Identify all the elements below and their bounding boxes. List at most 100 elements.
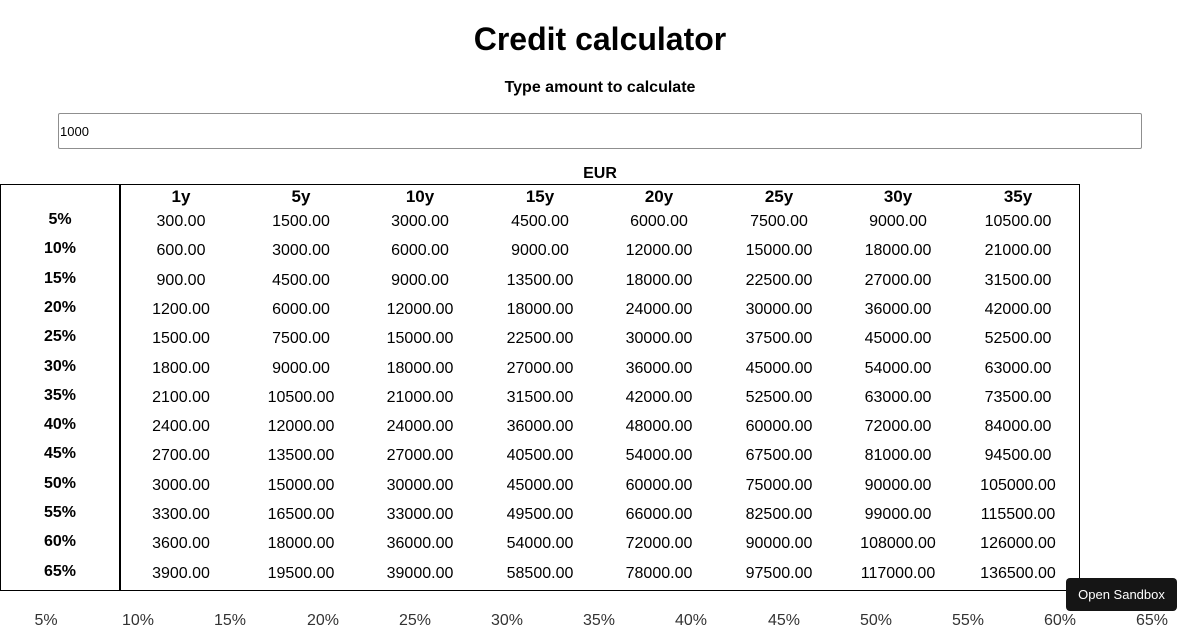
term-header: 15y	[525, 187, 555, 206]
footer-rate: 10%	[121, 612, 155, 629]
table-cell: 117000.00	[860, 565, 936, 582]
table-cell: 6000.00	[630, 213, 688, 230]
footer-rate: 25%	[398, 612, 432, 629]
footer-rate: 45%	[767, 612, 801, 629]
footer-rate: 40%	[674, 612, 708, 629]
footer-rate-list: 5% 10% 15% 20% 25% 30% 35% 40% 45% 50% 55% 60% 65%	[0, 611, 1200, 630]
table-cell: 7500.00	[750, 213, 808, 230]
table-cell: 94500.00	[984, 447, 1052, 464]
table-cell: 78000.00	[625, 565, 693, 582]
table-cell: 31500.00	[984, 272, 1052, 289]
footer-rate: 30%	[490, 612, 524, 629]
term-header: 20y	[644, 187, 674, 206]
term-header: 5y	[291, 187, 311, 206]
table-cell: 115500.00	[980, 506, 1056, 523]
table-cell: 63000.00	[864, 389, 932, 406]
table-cell: 1500.00	[272, 213, 330, 230]
table-cell: 126000.00	[980, 535, 1056, 552]
table-cell: 42000.00	[625, 389, 693, 406]
table-cell: 72000.00	[625, 535, 693, 552]
table-cell: 31500.00	[506, 389, 574, 406]
table-cell: 3900.00	[152, 565, 210, 582]
table-cell: 97500.00	[745, 565, 813, 582]
table-cell: 72000.00	[864, 418, 932, 435]
table-cell: 3300.00	[152, 506, 210, 523]
table-cell: 99000.00	[864, 506, 932, 523]
table-cell: 18000.00	[864, 242, 932, 259]
table-cell: 2100.00	[152, 389, 210, 406]
table-cell: 3600.00	[152, 535, 210, 552]
table-cell: 9000.00	[391, 272, 449, 289]
table-cell: 30000.00	[745, 301, 813, 318]
rate-label: 60%	[43, 533, 77, 550]
table-cell: 1200.00	[152, 301, 210, 318]
table-cell: 136500.00	[980, 565, 1056, 582]
table-cell: 16500.00	[267, 506, 335, 523]
table-cell: 40500.00	[506, 447, 574, 464]
table-cell: 45000.00	[506, 477, 574, 494]
table-cell: 6000.00	[391, 242, 449, 259]
table-cell: 1500.00	[152, 330, 210, 347]
table-cell: 48000.00	[625, 418, 693, 435]
table-cell: 27000.00	[386, 447, 454, 464]
table-cell: 36000.00	[625, 360, 693, 377]
table-cell: 15000.00	[386, 330, 454, 347]
term-header: 35y	[1003, 187, 1033, 206]
term-header: 10y	[405, 187, 435, 206]
rate-label: 5%	[48, 211, 72, 228]
footer-rate: 50%	[859, 612, 893, 629]
table-cell: 3000.00	[152, 477, 210, 494]
rate-label: 50%	[43, 475, 77, 492]
table-cell: 7500.00	[272, 330, 330, 347]
rate-label: 30%	[43, 358, 77, 375]
rate-label: 65%	[43, 563, 77, 580]
table-cell: 15000.00	[745, 242, 813, 259]
table-cell: 600.00	[156, 242, 206, 259]
currency-label: EUR	[583, 165, 617, 182]
table-cell: 37500.00	[745, 330, 813, 347]
table-cell: 2400.00	[152, 418, 210, 435]
table-cell: 18000.00	[386, 360, 454, 377]
table-cell: 27000.00	[864, 272, 932, 289]
open-sandbox-button[interactable]: Open Sandbox	[1066, 578, 1177, 611]
table-cell: 75000.00	[745, 477, 813, 494]
table-cell: 13500.00	[506, 272, 574, 289]
table-cell: 4500.00	[272, 272, 330, 289]
table-cell: 1800.00	[152, 360, 210, 377]
table-cell: 12000.00	[625, 242, 693, 259]
footer-rate: 60%	[1043, 612, 1077, 629]
footer-rate: 15%	[213, 612, 247, 629]
table-cell: 22500.00	[745, 272, 813, 289]
table-cell: 900.00	[156, 272, 206, 289]
table-cell: 90000.00	[745, 535, 813, 552]
table-cell: 19500.00	[267, 565, 335, 582]
table-cell: 18000.00	[625, 272, 693, 289]
table-cell: 54000.00	[625, 447, 693, 464]
term-header: 30y	[883, 187, 913, 206]
amount-input[interactable]	[58, 113, 1142, 149]
table-cell: 13500.00	[267, 447, 335, 464]
table-cell: 2700.00	[152, 447, 210, 464]
rate-label: 35%	[43, 387, 77, 404]
table-cell: 66000.00	[625, 506, 693, 523]
amount-prompt: Type amount to calculate	[504, 79, 696, 96]
rate-label: 25%	[43, 328, 77, 345]
table-cell: 4500.00	[511, 213, 569, 230]
rate-label: 55%	[43, 504, 77, 521]
table-cell: 18000.00	[506, 301, 574, 318]
footer-rate: 35%	[582, 612, 616, 629]
table-cell: 24000.00	[386, 418, 454, 435]
table-cell: 12000.00	[267, 418, 335, 435]
table-cell: 60000.00	[745, 418, 813, 435]
table-cell: 3000.00	[391, 213, 449, 230]
table-cell: 54000.00	[864, 360, 932, 377]
table-cell: 36000.00	[386, 535, 454, 552]
table-cell: 60000.00	[625, 477, 693, 494]
table-cell: 22500.00	[506, 330, 574, 347]
table-cell: 33000.00	[386, 506, 454, 523]
table-cell: 9000.00	[511, 242, 569, 259]
table-cell: 63000.00	[984, 360, 1052, 377]
table-cell: 105000.00	[980, 477, 1056, 494]
table-cell: 90000.00	[864, 477, 932, 494]
